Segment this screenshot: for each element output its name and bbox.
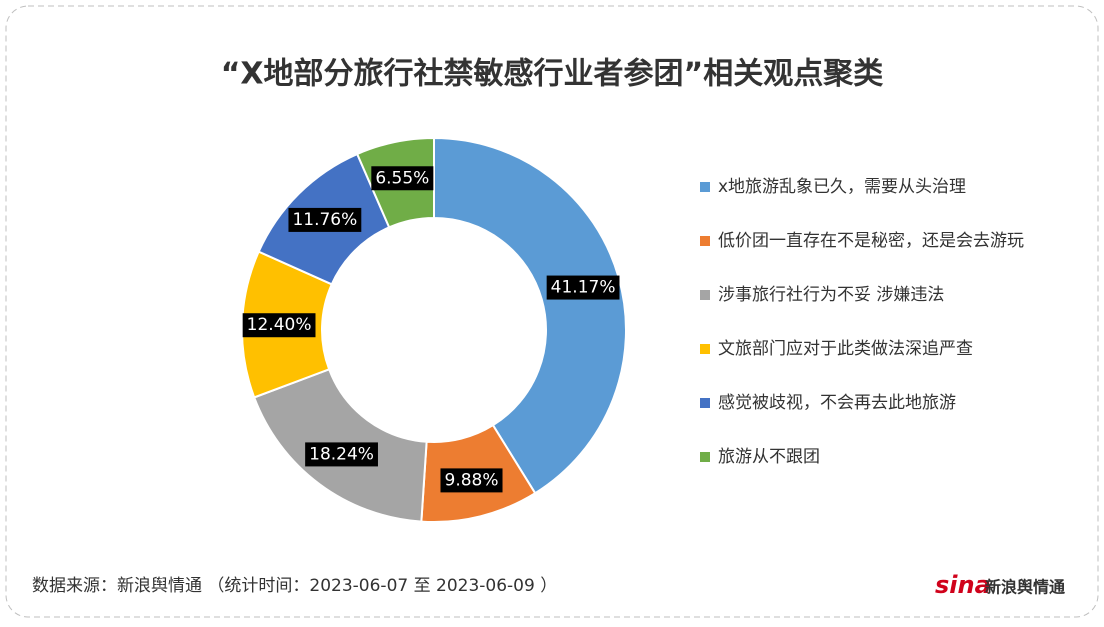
data-label: 9.88% [445,470,499,490]
data-label: 6.55% [375,168,429,188]
slice [433,136,627,495]
data-label: 18.24% [309,444,374,464]
legend-swatch [700,290,710,300]
legend-label: 低价团一直存在不是秘密，还是会去游玩 [718,231,1024,251]
source: 数据来源：新浪舆情通 （统计时间：2023-06-07 至 2023-06-09… [32,576,557,596]
data-label: 41.17% [551,278,616,298]
legend-swatch [700,182,710,192]
data-label-bg [288,207,362,232]
legend-swatch [700,236,710,246]
chart-title: “X地部分旅行社禁敏感行业者参团”相关观点聚类 [221,57,884,92]
legend-label: 涉事旅行社行为不妥 涉嫌违法 [718,285,944,305]
legend-swatch [700,452,710,462]
legend-swatch [700,344,710,354]
data-label-bg [546,275,620,300]
legend-swatch [700,398,710,408]
data-label-bg [371,166,434,191]
legend-label: x地旅游乱象已久，需要从头治理 [718,177,966,197]
data-label-bg [440,468,503,493]
data-label: 12.40% [247,315,312,335]
legend-label: 旅游从不跟团 [718,447,820,467]
data-label-bg [242,313,316,338]
legend-label: 文旅部门应对于此类做法深追严查 [718,339,973,359]
data-label: 11.76% [292,210,357,230]
logo: sina [935,571,991,599]
legend-label: 感觉被歧视，不会再去此地旅游 [718,393,956,413]
logo-text: 新浪舆情通 [985,578,1065,597]
data-label-bg [305,442,378,467]
